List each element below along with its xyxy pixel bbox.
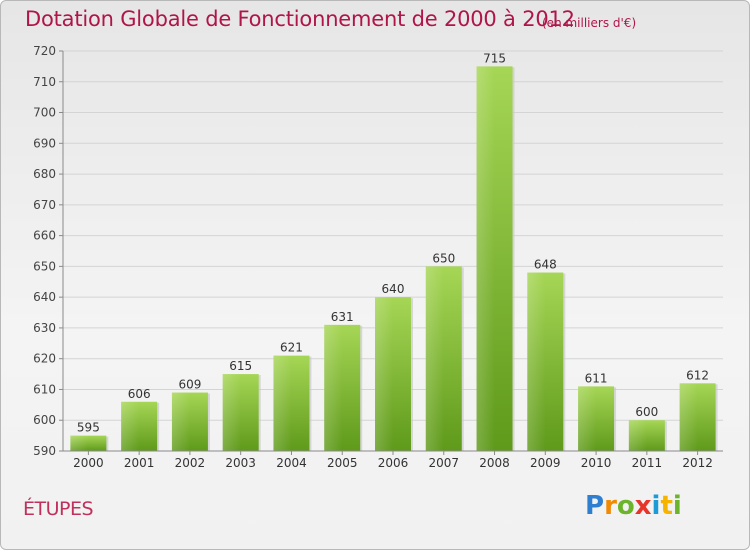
commune-name: ÉTUPES — [23, 498, 94, 520]
x-tick-label: 2005 — [327, 456, 358, 470]
data-label: 609 — [178, 378, 201, 392]
bar-highlight — [578, 386, 597, 451]
data-label: 631 — [331, 310, 354, 324]
data-label: 615 — [229, 359, 252, 373]
data-label: 595 — [77, 421, 100, 435]
bar-highlight — [324, 324, 343, 451]
bar-highlight — [425, 266, 444, 451]
data-label: 606 — [128, 387, 151, 401]
bar-highlight — [375, 297, 393, 451]
data-label: 650 — [432, 251, 455, 265]
x-tick-label: 2006 — [378, 456, 409, 470]
data-label: 611 — [585, 371, 608, 385]
x-tick-label: 2010 — [581, 456, 612, 470]
chart-title: Dotation Globale de Fonctionnement de 20… — [25, 7, 575, 31]
y-tick-label: 610 — [33, 382, 56, 396]
y-tick-label: 690 — [33, 136, 56, 150]
x-tick-label: 2000 — [73, 456, 104, 470]
bar-highlight — [121, 401, 140, 451]
x-tick-label: 2003 — [225, 456, 256, 470]
y-tick-label: 600 — [33, 413, 56, 427]
x-tick-label: 2012 — [682, 456, 713, 470]
x-tick-label: 2004 — [276, 456, 307, 470]
bar-highlight — [527, 272, 546, 451]
y-tick-label: 720 — [33, 44, 56, 58]
proxiti-logo[interactable]: Proxiti — [585, 491, 682, 521]
data-label: 715 — [483, 51, 506, 65]
y-tick-label: 650 — [33, 259, 56, 273]
x-tick-label: 2008 — [479, 456, 510, 470]
data-label: 640 — [382, 282, 405, 296]
bar-highlight — [679, 383, 698, 451]
y-tick-label: 640 — [33, 290, 56, 304]
chart-subtitle: (en milliers d'€) — [542, 16, 637, 30]
x-tick-label: 2002 — [175, 456, 206, 470]
y-tick-label: 670 — [33, 198, 56, 212]
data-label: 621 — [280, 341, 303, 355]
y-tick-label: 700 — [33, 106, 56, 120]
bar-highlight — [273, 355, 292, 451]
y-tick-label: 620 — [33, 352, 56, 366]
bar-highlight — [70, 435, 89, 451]
y-tick-label: 680 — [33, 167, 56, 181]
y-tick-label: 710 — [33, 75, 56, 89]
y-tick-label: 590 — [33, 444, 56, 458]
data-label: 612 — [686, 368, 709, 382]
bar-highlight — [222, 374, 241, 451]
bar-highlight — [628, 420, 647, 451]
y-tick-label: 630 — [33, 321, 56, 335]
x-tick-label: 2001 — [124, 456, 155, 470]
x-tick-label: 2007 — [428, 456, 459, 470]
x-tick-label: 2009 — [530, 456, 561, 470]
bar-highlight — [171, 392, 190, 451]
data-label: 648 — [534, 258, 557, 272]
x-tick-label: 2011 — [632, 456, 663, 470]
data-label: 600 — [635, 405, 658, 419]
bar-highlight — [476, 66, 495, 451]
y-tick-label: 660 — [33, 229, 56, 243]
